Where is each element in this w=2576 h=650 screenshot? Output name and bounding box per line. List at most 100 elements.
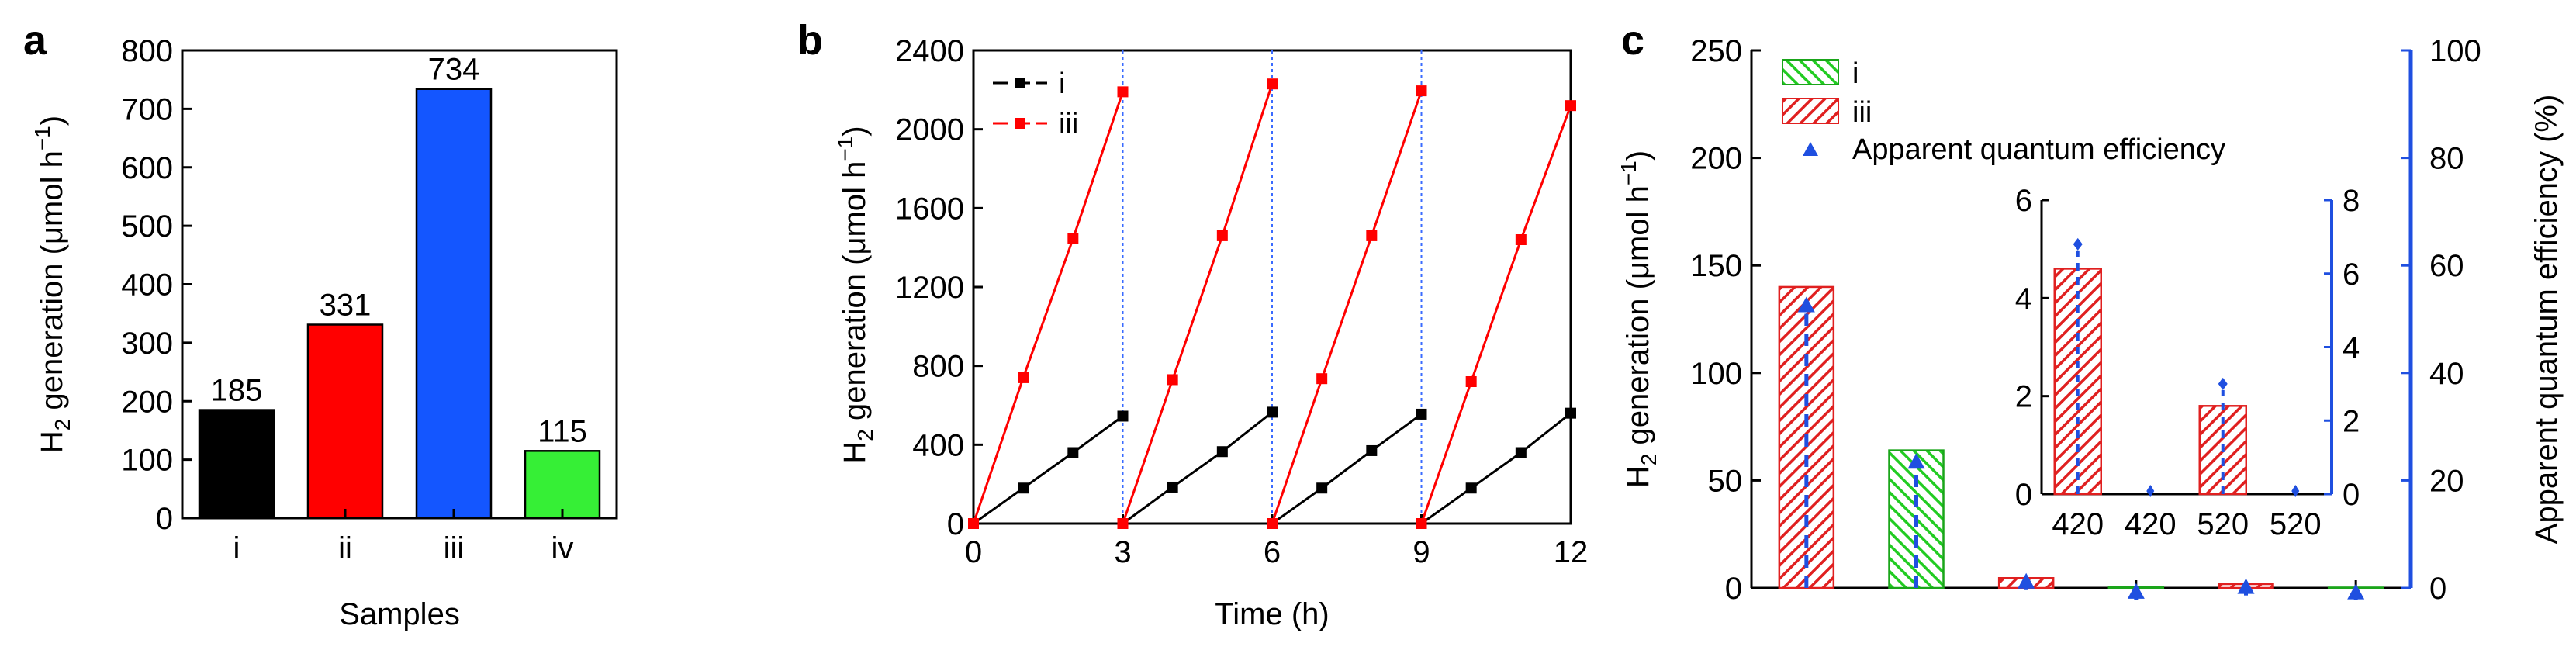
y-tick-label: 2000 (895, 113, 964, 147)
data-point-iii (1465, 376, 1477, 387)
aqe-marker (1907, 453, 1925, 469)
data-point-iii (1416, 85, 1427, 97)
y-tick-label: 1600 (895, 192, 964, 226)
inset-x-tick-label: 420 (2125, 507, 2177, 541)
panel-letter-b: b (797, 17, 823, 64)
data-point-i (1117, 410, 1129, 422)
y2-tick-label: 20 (2429, 464, 2464, 498)
bar-iii (415, 88, 493, 520)
bar-iv (524, 450, 601, 520)
legend-label-i: i (1059, 67, 1065, 100)
data-point-i (1316, 482, 1328, 494)
series-line-i (1122, 411, 1273, 525)
data-point-i (1416, 408, 1427, 420)
y-tick-label: 700 (121, 92, 173, 126)
y2-tick-label: 100 (2429, 34, 2481, 68)
y-tick-label: 100 (121, 444, 173, 478)
y2-tick-label: 0 (2429, 572, 2446, 606)
legend-label-i: i (1852, 57, 1859, 90)
series-line-i (973, 415, 1124, 525)
data-point-iii (1366, 230, 1378, 241)
x-tick-label-iv: iv (552, 531, 574, 565)
data-point-iii (1565, 100, 1576, 112)
y-tick-label: 400 (912, 428, 964, 462)
data-point-iii (1216, 230, 1228, 241)
y-tick-label: 500 (121, 209, 173, 244)
y-tick-label: 600 (121, 151, 173, 185)
y-tick-label: 50 (1708, 464, 1743, 498)
inset-aqe-marker (2291, 485, 2300, 497)
x-tick-label: 9 (1412, 535, 1430, 569)
data-point-i (1515, 447, 1527, 458)
inset-aqe-marker (2218, 377, 2228, 390)
y-tick-label: 400 (121, 268, 173, 303)
y-axis-title: H2 generation (μmol h−1) (30, 116, 74, 453)
aqe-marker (2347, 583, 2365, 600)
series-line-i (1271, 413, 1423, 525)
data-point-iii (1067, 233, 1079, 244)
bar-value-label-iii: 734 (428, 53, 480, 87)
series-line-i (1420, 412, 1572, 525)
data-point-iii (1117, 518, 1129, 529)
x-axis-title: Samples (339, 597, 460, 631)
x-tick-label: 12 (1554, 535, 1589, 569)
y-tick-label: 0 (1725, 572, 1742, 606)
y-tick-label: 250 (1690, 34, 1742, 68)
series-line-iii (972, 91, 1124, 524)
panel-c-bar-chart: 050100150200250020406080100iiiiApparent … (1616, 34, 2564, 606)
x-tick-label-ii: ii (338, 531, 352, 565)
bar-value-label-i: 185 (211, 374, 263, 408)
inset-y2-tick-label: 8 (2343, 184, 2360, 218)
inset-y2-tick-label: 6 (2343, 258, 2360, 292)
x-tick-label-iii: iii (444, 531, 465, 565)
legend-marker-aqe (1803, 142, 1818, 156)
aqe-marker (1797, 296, 1815, 313)
data-point-i (1216, 446, 1228, 458)
inset-y-tick-label: 6 (2015, 184, 2032, 218)
legend-marker-iii (1015, 118, 1025, 129)
y-tick-label: 300 (121, 327, 173, 361)
data-point-iii (968, 518, 979, 529)
x-tick-label: 3 (1114, 535, 1131, 569)
y2-tick-label: 80 (2429, 142, 2464, 176)
aqe-marker (2127, 583, 2145, 599)
bar-value-label-ii: 331 (320, 289, 372, 323)
y-tick-label: 2400 (895, 34, 964, 68)
y-tick-label: 0 (947, 507, 964, 541)
y2-tick-label: 40 (2429, 357, 2464, 391)
y-axis-title: H2 generation (μmol h−1) (1616, 150, 1661, 488)
data-point-i (1565, 407, 1576, 419)
y-tick-label: 200 (121, 385, 173, 419)
y-tick-label: 0 (156, 502, 173, 536)
bar-i (198, 409, 275, 520)
panel-letter-c: c (1621, 17, 1644, 64)
series-line-iii (1420, 105, 1572, 524)
y-tick-label: 800 (912, 350, 964, 384)
y2-tick-label: 60 (2429, 249, 2464, 283)
y2-axis-title: Apparent quantum efficiency (%) (2529, 95, 2564, 545)
data-point-i (1018, 482, 1029, 494)
legend-label-iii: iii (1059, 108, 1078, 140)
legend-label-iii: iii (1852, 96, 1872, 129)
y-tick-label: 200 (1690, 142, 1742, 176)
data-point-iii (1316, 373, 1328, 385)
y-tick-label: 1200 (895, 271, 964, 305)
inset-y-tick-label: 0 (2015, 478, 2032, 512)
data-point-iii (1267, 78, 1278, 90)
data-point-iii (1018, 372, 1029, 383)
inset-y2-tick-label: 2 (2343, 404, 2360, 438)
inset-x-tick-label: 520 (2197, 507, 2249, 541)
x-axis-title: Time (h) (1215, 597, 1329, 631)
y-axis-title: H2 generation (μmol h−1) (833, 126, 877, 463)
inset-aqe-marker (2146, 485, 2155, 497)
inset-y-tick-label: 2 (2015, 380, 2032, 414)
bar-ii (306, 323, 384, 520)
aqe-marker (2018, 572, 2035, 589)
x-tick-label: 6 (1264, 535, 1281, 569)
x-tick-label: 0 (965, 535, 982, 569)
legend-marker-i (1015, 78, 1025, 88)
inset-y2-tick-label: 0 (2343, 478, 2360, 512)
inset-x-tick-label: 520 (2270, 507, 2322, 541)
x-tick-label-i: i (233, 531, 240, 565)
